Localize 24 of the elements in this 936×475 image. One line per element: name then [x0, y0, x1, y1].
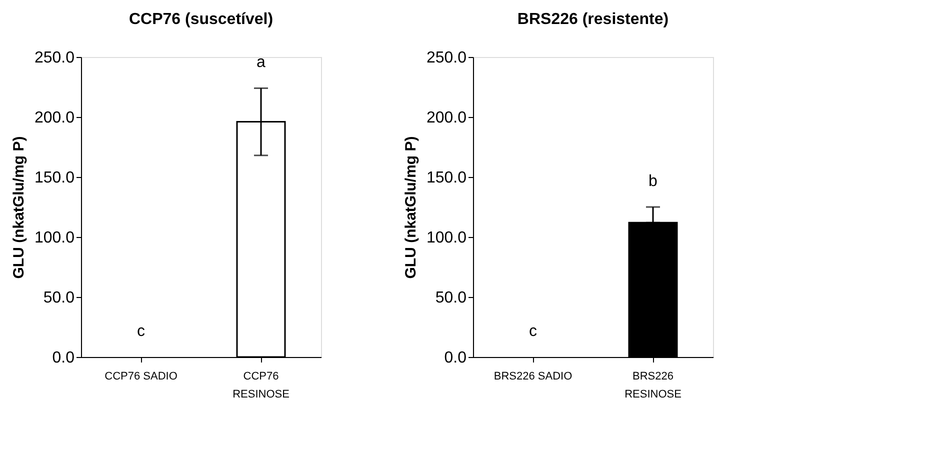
x-tick-label: CCP76 RESINOSE	[232, 370, 290, 400]
annotation: c	[529, 323, 537, 340]
y-tick-label: 150.0	[34, 170, 75, 186]
y-axis-title: GLU (nkatGlu/mg P)	[402, 136, 420, 279]
y-tick-label: 0.0	[444, 350, 467, 366]
annotation: c	[137, 323, 145, 340]
y-axis-title: GLU (nkatGlu/mg P)	[10, 136, 28, 279]
x-tick-label: BRS226 SADIO	[494, 370, 573, 382]
y-tick-label: 50.0	[435, 290, 467, 306]
y-tick-label: 50.0	[43, 290, 75, 306]
x-tick-label: BRS226 RESINOSE	[624, 370, 682, 400]
y-tick-label: 100.0	[34, 230, 75, 246]
x-tick-label: CCP76 SADIO	[104, 370, 178, 382]
y-tick-label: 150.0	[426, 170, 467, 186]
y-tick-label: 200.0	[34, 110, 75, 126]
y-tick-label: 250.0	[426, 50, 467, 66]
annotation: b	[648, 173, 658, 190]
annotation: a	[256, 54, 266, 72]
chart-title: BRS226 (resistente)	[517, 11, 669, 28]
chart-title: CCP76 (suscetível)	[128, 11, 274, 28]
y-tick-label: 250.0	[34, 50, 75, 66]
y-tick-label: 0.0	[52, 350, 75, 366]
y-tick-label: 100.0	[426, 230, 467, 246]
y-tick-label: 200.0	[426, 110, 467, 126]
